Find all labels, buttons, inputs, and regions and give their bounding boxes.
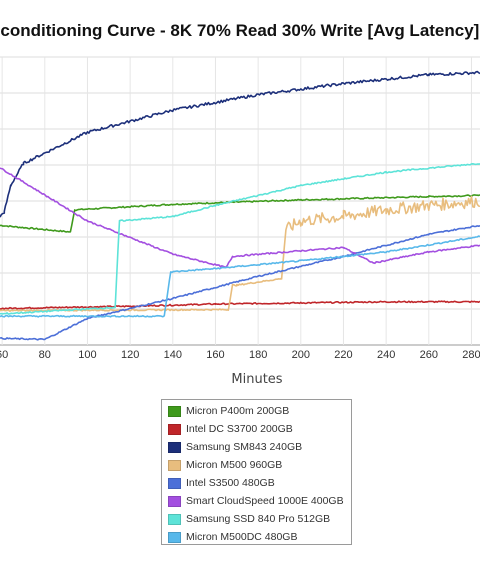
series-line [0, 163, 480, 315]
legend-swatch [168, 405, 181, 417]
series-line [0, 70, 480, 218]
legend: Micron P400m 200GB Intel DC S3700 200GB Sa… [161, 399, 352, 545]
x-tick-label: 260 [420, 349, 438, 361]
legend-swatch [168, 495, 181, 507]
x-tick-label: 100 [78, 349, 96, 361]
x-tick-label: 80 [39, 349, 51, 361]
legend-label: Micron M500DC 480GB [186, 531, 298, 543]
legend-swatch [168, 531, 181, 543]
series-line [0, 225, 480, 341]
legend-label: Micron P400m 200GB [186, 405, 290, 417]
legend-swatch [168, 441, 181, 453]
x-tick-label: 180 [249, 349, 267, 361]
chart-title: Preconditioning Curve - 8K 70% Read 30% … [0, 21, 479, 40]
x-tick-label: 160 [206, 349, 224, 361]
legend-swatch [168, 513, 181, 525]
legend-label: Samsung SSD 840 Pro 512GB [186, 513, 331, 525]
x-tick-label: 60 [0, 349, 8, 361]
x-tick-label: 220 [334, 349, 352, 361]
series-line [0, 167, 480, 268]
legend-item: Micron M500DC 480GB [162, 528, 351, 546]
x-tick-label: 200 [292, 349, 310, 361]
legend-item: Smart CloudSpeed 1000E 400GB [162, 492, 351, 510]
series-line [0, 195, 480, 313]
series-line [0, 194, 480, 233]
series-line [0, 235, 480, 318]
legend-label: Intel DC S3700 200GB [186, 423, 293, 435]
legend-item: Intel DC S3700 200GB [162, 420, 351, 438]
legend-label: Micron M500 960GB [186, 459, 283, 471]
legend-item: Samsung SM843 240GB [162, 438, 351, 456]
legend-label: Samsung SM843 240GB [186, 441, 303, 453]
legend-label: Intel S3500 480GB [186, 477, 275, 489]
x-tick-label: 120 [121, 349, 139, 361]
legend-swatch [168, 459, 181, 471]
legend-swatch [168, 423, 181, 435]
grid [0, 56, 480, 346]
x-tick-label: 140 [164, 349, 182, 361]
legend-item: Micron P400m 200GB [162, 402, 351, 420]
series-line [0, 300, 480, 310]
legend-item: Samsung SSD 840 Pro 512GB [162, 510, 351, 528]
series-lines [0, 70, 480, 341]
legend-item: Micron M500 960GB [162, 456, 351, 474]
legend-swatch [168, 477, 181, 489]
x-axis-ticks: 60 80 100 120 140 160 180 200 220 240 260 280 [0, 349, 480, 361]
legend-item: Intel S3500 480GB [162, 474, 351, 492]
x-tick-label: 280 [462, 349, 480, 361]
legend-label: Smart CloudSpeed 1000E 400GB [186, 495, 344, 507]
x-axis-label: Minutes [231, 372, 282, 387]
x-tick-label: 240 [377, 349, 395, 361]
